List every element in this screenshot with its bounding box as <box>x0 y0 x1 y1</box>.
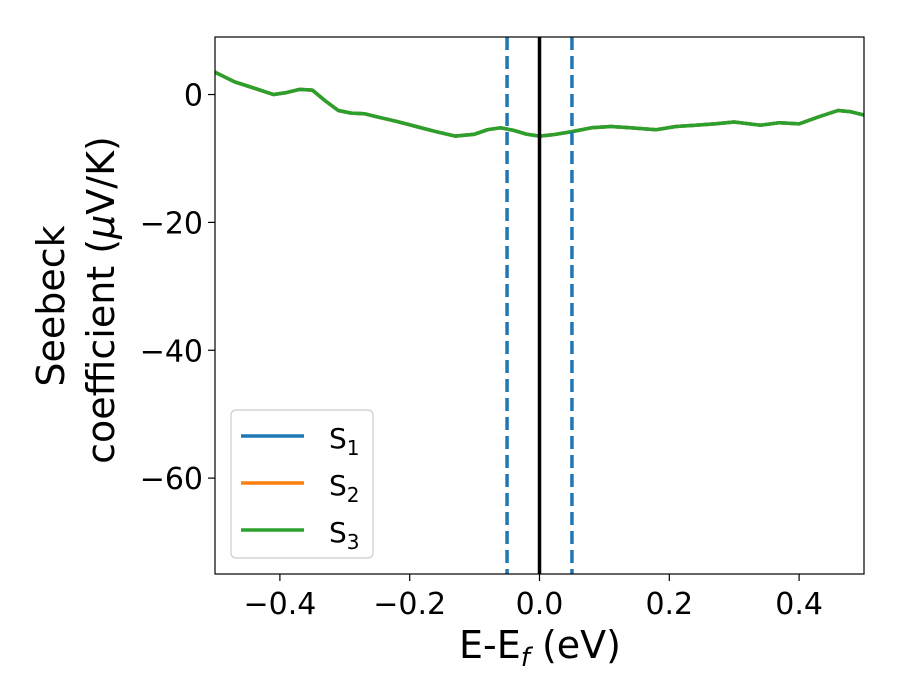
y-tick-label: −60 <box>140 462 203 497</box>
y-axis-label: Seebeck coefficient (μV/K) <box>29 136 123 464</box>
x-tick-label: −0.2 <box>373 587 446 622</box>
x-tick-label: 0.2 <box>645 587 693 622</box>
y-tick-label: 0 <box>184 79 203 114</box>
series-line-s3 <box>215 70 864 138</box>
y-axis-label-line2: coefficient (μV/K) <box>79 136 123 464</box>
y-tick-label: −40 <box>140 334 203 369</box>
x-tick-label: 0.4 <box>775 587 823 622</box>
x-tick-label: −0.4 <box>243 587 316 622</box>
legend-label-s3: S3 <box>329 516 360 554</box>
legend-label-s2: S2 <box>329 469 360 507</box>
x-axis-label: E-Ef (eV) <box>459 623 621 673</box>
x-tick-label: 0.0 <box>516 587 564 622</box>
legend-label-s1: S1 <box>329 422 360 460</box>
y-axis-label-line1: Seebeck <box>29 225 73 386</box>
y-tick-label: −20 <box>140 206 203 241</box>
